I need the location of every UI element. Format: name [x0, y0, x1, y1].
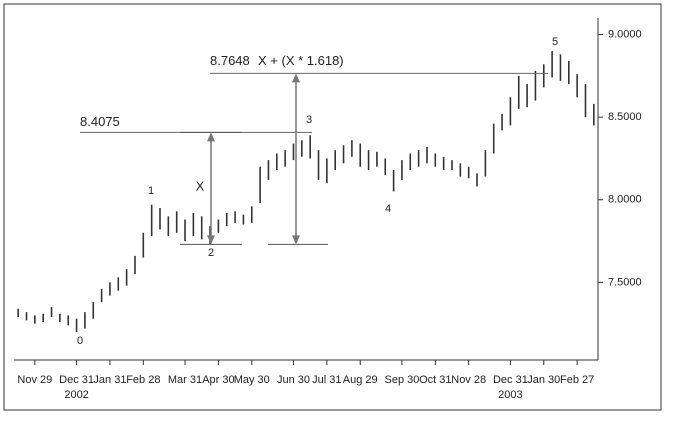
y-tick-label: 8.5000: [608, 111, 642, 123]
x-tick-label: Feb 27: [560, 374, 594, 386]
x-tick-label: Aug 29: [343, 374, 378, 386]
x-tick-label: Apr 30: [202, 374, 234, 386]
x-tick-label: Jan 31: [93, 374, 126, 386]
x-tick-label: Nov 28: [451, 374, 486, 386]
wave-label: 5: [552, 36, 558, 48]
x-tick-label: Dec 31: [493, 374, 528, 386]
wave-label: 2: [208, 247, 214, 259]
arrow-head: [207, 235, 215, 245]
x-tick-label: Feb 28: [126, 374, 160, 386]
move-label: X: [196, 178, 205, 193]
wave-label: 0: [77, 335, 83, 347]
frame: [3, 3, 662, 411]
x-tick-label: Nov 29: [17, 374, 52, 386]
wave-label: 4: [385, 203, 391, 215]
y-tick-label: 7.5000: [608, 276, 642, 288]
y-tick-label: 9.0000: [608, 28, 642, 40]
x-year-label: 2003: [498, 389, 522, 401]
x-year-label: 2002: [64, 389, 88, 401]
level-label: 8.4075: [80, 114, 120, 129]
x-tick-label: Jul 31: [312, 374, 341, 386]
x-tick-label: Oct 31: [419, 374, 451, 386]
arrow-head: [207, 132, 215, 142]
x-tick-label: Jan 30: [527, 374, 560, 386]
x-tick-label: Jun 30: [277, 374, 310, 386]
level-label: 8.7648: [210, 53, 250, 68]
arrow-head: [292, 235, 300, 245]
x-tick-label: Sep 30: [385, 374, 420, 386]
x-tick-label: Mar 31: [168, 374, 202, 386]
x-tick-label: Dec 31: [59, 374, 94, 386]
wave-label: 3: [306, 114, 312, 126]
y-tick-label: 8.0000: [608, 194, 642, 206]
projection-label: X + (X * 1.618): [258, 53, 344, 68]
wave-label: 1: [148, 185, 154, 197]
arrow-head: [292, 73, 300, 83]
x-tick-label: May 30: [234, 374, 270, 386]
